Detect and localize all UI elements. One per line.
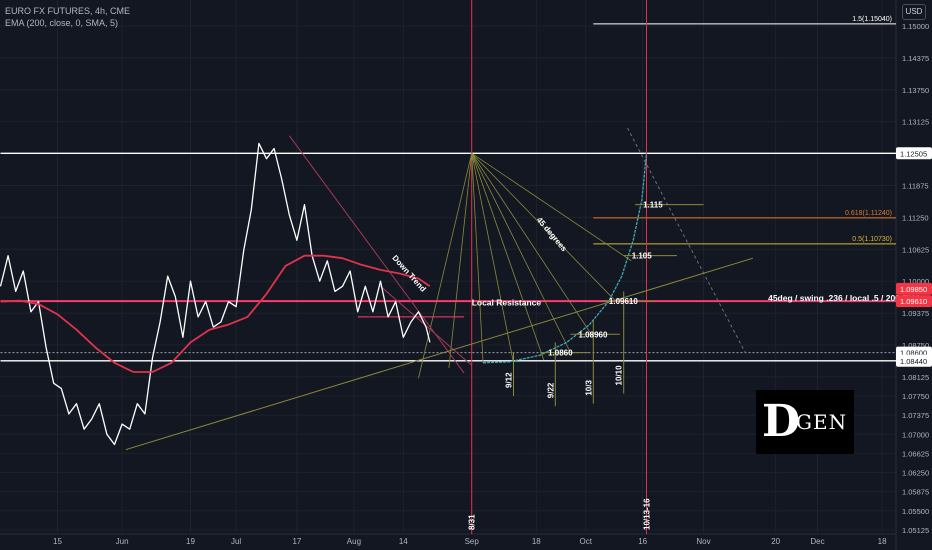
x-tick-label: 14 [399,537,408,546]
fan-line [471,153,484,363]
x-tick-label: 18 [532,537,541,546]
price-label: 1.12505 [900,149,927,158]
vertical-date-label: 8/31 [468,514,477,530]
fan-line [471,153,594,338]
x-tick-label: 20 [771,537,780,546]
annotation-text: Local Resistance [472,298,542,308]
fan-line [471,153,617,302]
y-tick-label: 1.13125 [902,118,929,127]
x-tick-label: Sep [465,537,480,546]
date-mark-label: 10/10 [615,365,624,386]
price-label: 1.08440 [900,357,927,366]
logo-letter: D [762,396,801,447]
y-tick-label: 1.08750 [902,341,929,350]
y-tick-label: 1.10000 [902,277,929,286]
fib-level-label: 1.5(1.15040) [852,16,892,23]
y-tick-label: 1.15000 [902,22,929,31]
arc-level-label: 1.115 [643,201,663,210]
date-mark-label: 9/12 [505,372,514,388]
logo-text: GEN [796,410,848,434]
date-mark-label: 9/22 [546,382,555,398]
series-layer [0,142,431,446]
x-tick-label: Oct [579,537,592,546]
y-tick-label: 1.05125 [902,526,929,535]
dgen-logo: D GEN [756,390,854,454]
x-tick-label: Jun [116,537,129,546]
x-tick-label: Dec [810,537,824,546]
y-tick-label: 1.11875 [902,181,929,190]
chart-legend: EURO FX FUTURES, 4h, CME EMA (200, close… [5,5,130,29]
price-series-line [0,142,431,446]
vertical-date-label: 10/13-16 [643,498,652,530]
fan-line [471,152,632,262]
arc-level-label: 1.0860 [548,349,573,358]
fan-line [448,153,473,368]
y-tick-label: 1.07375 [902,411,929,420]
indicator-title: EMA (200, close, 0, SMA, 5) [5,18,119,28]
y-tick-label: 1.08125 [902,373,929,382]
arc-level-label: 1.105 [632,252,653,261]
arc-level-label: 1.09610 [609,297,638,306]
y-tick-label: 1.13750 [902,86,929,95]
fib-level-label: 0.618(1.11240) [845,210,892,217]
trendline [627,127,746,353]
price-axis[interactable]: 1.15000 1.14375 1.13750 1.13125 1.11875 1.112… [896,22,932,535]
price-label: 1.08600 [900,349,927,358]
fib-arc [483,153,648,364]
fan-line [471,153,514,363]
price-label-box [896,295,932,308]
price-label: 1.09850 [900,285,927,294]
trendline [125,257,754,451]
price-label-box [896,354,932,367]
price-label: 1.09610 [900,297,927,306]
y-tick-label: 1.11250 [902,213,929,222]
ema-series-line [0,254,431,373]
y-tick-label: 1.07000 [902,430,929,439]
price-label-box [896,147,932,160]
time-axis[interactable]: 15 Jun 19 Jul 17 Aug 14 Sep 18 Oct 16 Nov 20 Dec 18 [53,537,887,546]
y-tick-label: 1.14375 [902,54,929,63]
fib-level-label: 0.5(1.10730) [852,236,892,243]
x-tick-label: 17 [292,537,301,546]
x-tick-label: 16 [638,537,647,546]
x-tick-label: Jul [231,537,241,546]
x-tick-label: 18 [878,537,887,546]
x-tick-label: Nov [696,537,710,546]
annotation-text: 45deg / swing .236 / local .5 / 200 EMA [768,293,921,303]
currency-button[interactable]: USD [902,4,926,20]
date-mark-label: 10/3 [584,380,593,396]
y-tick-label: 1.09375 [902,309,929,318]
x-tick-label: 19 [186,537,195,546]
y-tick-label: 1.10625 [902,245,929,254]
arc-level-label: 1.08960 [579,330,608,339]
y-tick-label: 1.05875 [902,488,929,497]
drawing-overlays [0,0,896,534]
x-tick-label: 15 [53,537,62,546]
y-tick-label: 1.05500 [902,507,929,516]
y-tick-label: 1.07750 [902,392,929,401]
price-label-box [896,282,932,295]
x-tick-label: Aug [347,537,361,546]
symbol-title: EURO FX FUTURES, 4h, CME [5,6,131,16]
y-tick-label: 1.06250 [902,469,929,478]
y-tick-label: 1.06625 [902,449,929,458]
fan-line [418,153,473,379]
